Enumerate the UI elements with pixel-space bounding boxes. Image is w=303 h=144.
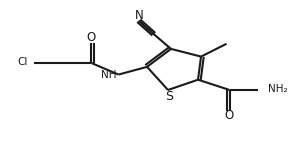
Text: N: N [135, 9, 143, 22]
Text: NH: NH [101, 70, 116, 80]
Text: O: O [224, 109, 234, 122]
Text: S: S [165, 90, 173, 103]
Text: NH₂: NH₂ [268, 85, 287, 94]
Text: Cl: Cl [18, 57, 28, 68]
Text: O: O [86, 31, 95, 44]
